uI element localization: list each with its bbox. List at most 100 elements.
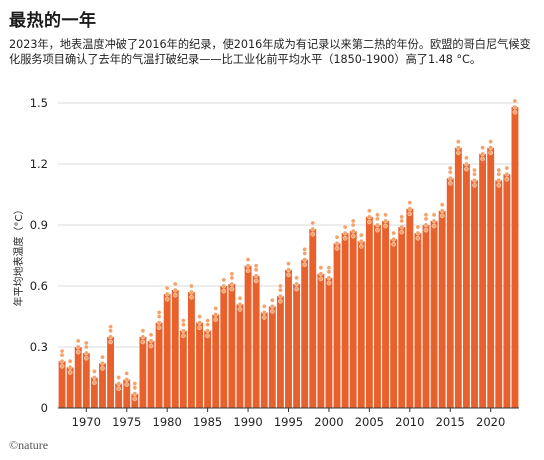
bar (74, 347, 82, 408)
ensemble-dot (367, 219, 372, 225)
ensemble-dot (278, 287, 283, 293)
ensemble-dot (358, 232, 364, 238)
ensemble-dot (229, 286, 235, 292)
ensemble-dot (270, 304, 275, 309)
ensemble-dot (367, 208, 372, 214)
ensemble-dot (302, 251, 307, 256)
ensemble-dot (84, 344, 89, 350)
ensemble-dot (431, 218, 437, 224)
ensemble-dot (132, 385, 138, 390)
bar (58, 361, 66, 408)
bar (487, 147, 495, 408)
bar (357, 241, 365, 408)
ensemble-dot (383, 212, 388, 218)
x-tick-label: 2005 (355, 415, 384, 429)
ensemble-dot (181, 318, 186, 323)
ensemble-dot (512, 104, 518, 110)
ensemble-dot (423, 227, 429, 233)
ensemble-dot (326, 269, 332, 275)
ensemble-dot (181, 322, 186, 327)
ensemble-dot (294, 286, 299, 292)
ensemble-dot (116, 381, 121, 386)
ensemble-dot (383, 218, 388, 224)
bar (268, 306, 276, 408)
ensemble-dot (464, 155, 469, 161)
ensemble-dot (350, 228, 356, 234)
ensemble-dot (59, 364, 65, 369)
ensemble-dot (358, 238, 364, 244)
bar (422, 225, 430, 408)
ensemble-dot (342, 230, 348, 236)
y-tick-label: 0 (41, 401, 48, 415)
ensemble-dot (148, 338, 154, 344)
bar (204, 330, 212, 408)
ensemble-dot (350, 218, 356, 224)
ensemble-dot (116, 386, 121, 391)
ensemble-dot (334, 246, 340, 251)
ensemble-dot (229, 271, 235, 277)
ensemble-dot (245, 268, 251, 274)
bar (511, 107, 519, 409)
ensemble-dot (318, 271, 324, 277)
bar (325, 277, 333, 408)
bar (139, 336, 147, 408)
ensemble-dot (496, 167, 502, 173)
ensemble-dot (92, 369, 97, 374)
ensemble-dot (189, 289, 194, 295)
chart-subtitle: 2023年，地表温度冲破了2016年的纪录，使2016年成为有记录以来第二热的年… (9, 38, 531, 66)
ensemble-dot (205, 333, 210, 339)
ensemble-dot (253, 263, 259, 268)
ensemble-dot (488, 139, 493, 144)
y-tick-label: 0.9 (30, 218, 48, 232)
bar (301, 259, 309, 408)
ensemble-dot (261, 315, 267, 320)
ensemble-dot (189, 283, 194, 289)
ensemble-dot (92, 375, 97, 380)
bar (188, 292, 195, 408)
ensemble-dot (480, 151, 485, 157)
y-tick-label: 1.2 (30, 157, 48, 171)
ensemble-dot (472, 171, 477, 177)
ensemble-dot (391, 230, 396, 236)
bar (471, 180, 478, 408)
ensemble-dot (488, 150, 493, 156)
ensemble-dot (415, 230, 421, 236)
ensemble-dot (286, 267, 291, 273)
ensemble-dot (108, 328, 113, 334)
ensemble-dot (108, 324, 113, 329)
x-tick-label: 2000 (314, 415, 343, 429)
ensemble-dot (472, 183, 477, 188)
ensemble-dot (100, 354, 105, 360)
ensemble-dot (326, 265, 332, 271)
x-tick-label: 2020 (476, 415, 505, 429)
ensemble-dot (124, 382, 130, 387)
ensemble-dot (164, 291, 170, 297)
bar (82, 353, 90, 408)
bar (155, 322, 163, 408)
bar (196, 322, 203, 408)
ensemble-dot (148, 332, 154, 338)
ensemble-dot (278, 293, 283, 299)
ensemble-dot (447, 175, 453, 181)
ensemble-dot (342, 235, 348, 241)
ensemble-dot (504, 176, 510, 182)
ensemble-dot (278, 298, 283, 304)
ensemble-dot (480, 145, 485, 151)
ensemble-dot (221, 277, 227, 283)
ensemble-dot (318, 276, 324, 282)
ensemble-dot (415, 235, 421, 241)
ensemble-dot (237, 295, 243, 301)
ensemble-dot (399, 224, 405, 230)
ensemble-dot (447, 169, 453, 175)
ensemble-dot (431, 223, 437, 229)
chart-title: 最热的一年 (9, 11, 97, 31)
ensemble-dot (472, 177, 477, 183)
ensemble-dot (181, 328, 186, 334)
ensemble-dot (245, 263, 251, 268)
ensemble-dot (342, 224, 348, 230)
ensemble-dot (447, 165, 453, 171)
ensemble-dot (59, 352, 65, 358)
ensemble-dot (391, 236, 396, 242)
ensemble-dot (221, 288, 227, 294)
ensemble-dot (124, 371, 130, 376)
